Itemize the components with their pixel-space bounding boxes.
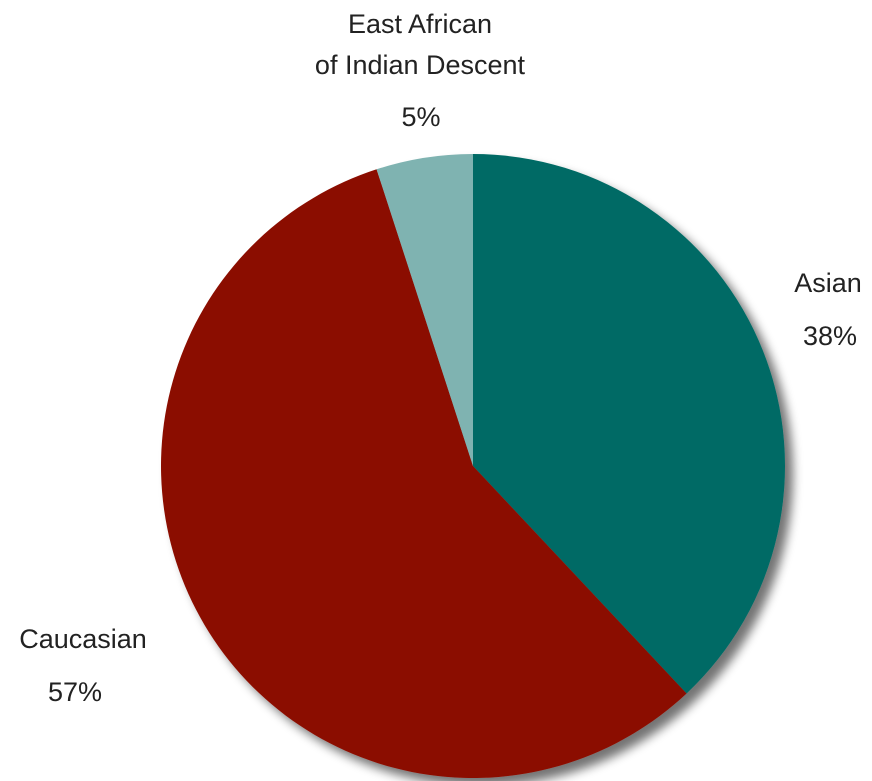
pie-slice-caucasian bbox=[161, 169, 687, 778]
slice-value-asian: 38% bbox=[803, 321, 857, 351]
slice-label-asian: Asian bbox=[794, 268, 862, 298]
slice-value-east-african: 5% bbox=[401, 102, 440, 132]
slice-label-east-african-line2: of Indian Descent bbox=[315, 50, 526, 80]
slice-label-caucasian: Caucasian bbox=[19, 624, 147, 654]
slice-label-east-african-line1: East African bbox=[348, 9, 492, 39]
slice-value-caucasian: 57% bbox=[48, 677, 102, 707]
pie-slice-east-african-of-indian-descent bbox=[376, 154, 473, 466]
pie-slice-asian bbox=[473, 153, 786, 694]
pie-slices bbox=[161, 153, 786, 778]
